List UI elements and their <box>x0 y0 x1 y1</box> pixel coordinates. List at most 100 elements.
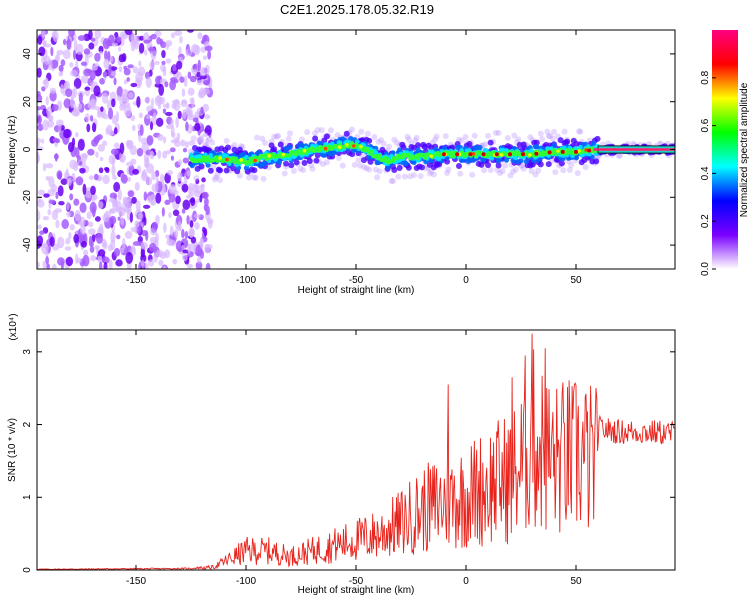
spectrogram-cell <box>378 136 385 143</box>
spectrogram-noise-speck <box>63 82 69 90</box>
spectrogram-noise-speck <box>50 59 59 69</box>
spectrogram-noise-speck <box>69 159 78 170</box>
spectrogram-noise-speck <box>55 191 59 200</box>
spectrogram-cell <box>335 154 342 161</box>
spectrogram-noise-speck <box>87 148 95 156</box>
spectrogram-hotspot <box>574 149 578 154</box>
spectrogram-cell <box>261 139 268 146</box>
spectrogram-noise-speck <box>77 35 86 41</box>
spectrogram-hotspot <box>218 156 222 160</box>
snr-xtick-label: 50 <box>570 576 582 587</box>
snr-xtick-label: 0 <box>463 576 469 587</box>
colorbar-tick-label: 0.8 <box>700 70 711 84</box>
spectrogram-noise-speck <box>88 42 95 50</box>
spectrogram-noise-speck <box>125 251 134 264</box>
spectrogram-noise-speck <box>172 63 177 72</box>
spectrogram-cell <box>441 145 448 151</box>
spectrogram-noise-speck <box>151 183 159 193</box>
spectrogram-cell <box>214 171 221 178</box>
spectrogram-noise-speck <box>197 32 203 40</box>
spectrogram-noise-speck <box>189 220 194 228</box>
spectrogram-noise-speck <box>196 79 203 86</box>
spectrogram-noise-speck <box>37 114 42 125</box>
spectrogram-noise-speck <box>127 140 134 149</box>
spectrogram-noise-speck <box>94 216 101 222</box>
spectrogram-cell <box>411 172 418 179</box>
spectrogram-noise-speck <box>43 55 51 66</box>
snr-ylabel: SNR (10 * v/v) <box>7 418 18 482</box>
spectrogram-cell <box>481 157 487 163</box>
spectrogram-noise-speck <box>166 238 173 246</box>
spectrogram-cell <box>323 133 330 140</box>
spectrogram-cell <box>297 165 304 172</box>
spectrogram-noise-speck <box>75 146 80 159</box>
spectrogram-cell <box>276 159 283 165</box>
figure-title: C2E1.2025.178.05.32.R19 <box>280 2 434 17</box>
spectrogram-noise-speck <box>184 141 189 149</box>
spectrogram-noise-speck <box>127 190 134 198</box>
spectrogram-noise-speck <box>75 176 84 186</box>
spectrogram-xtick-label: -100 <box>236 275 256 286</box>
spectrogram-cell <box>617 152 623 159</box>
spectrogram-noise-speck <box>118 46 122 52</box>
spectrogram-noise-speck <box>99 77 106 85</box>
spectrogram-noise-speck <box>130 226 138 233</box>
spectrogram-noise-speck <box>62 38 67 46</box>
spectrogram-noise-speck <box>138 42 145 54</box>
spectrogram-cell <box>251 167 258 174</box>
spectrogram-cell <box>510 168 517 175</box>
spectrogram-hotspot <box>494 152 499 157</box>
spectrogram-cell <box>507 172 514 179</box>
spectrogram-cell <box>492 129 499 136</box>
spectrogram-cell <box>577 128 584 135</box>
spectrogram-cell <box>273 133 280 140</box>
spectrogram-noise-speck <box>108 259 113 269</box>
spectrogram-cell <box>528 168 535 175</box>
spectrogram-xtick-label: 0 <box>463 275 469 286</box>
spectrogram-cell <box>415 142 422 149</box>
spectrogram-cell <box>552 169 559 176</box>
spectrogram-hotspot <box>481 152 486 157</box>
spectrogram-noise-speck <box>187 71 192 79</box>
spectrogram-cell <box>502 162 509 169</box>
spectrogram-hotspot <box>352 144 356 148</box>
spectrogram-noise-speck <box>136 96 141 108</box>
spectrogram-noise-speck <box>110 71 117 77</box>
spectrogram-cell <box>375 138 382 145</box>
spectrogram-noise-speck <box>200 66 207 77</box>
spectrogram-noise-speck <box>88 228 96 235</box>
spectrogram-hotspot <box>528 153 532 157</box>
spectrogram-hotspot <box>267 154 272 158</box>
spectrogram-cell <box>199 158 204 163</box>
spectrogram-noise-speck <box>159 173 165 184</box>
spectrogram-noise-speck <box>65 256 74 267</box>
spectrogram-cell <box>576 128 583 135</box>
spectrogram-noise-speck <box>181 228 185 239</box>
spectrogram-noise-speck <box>194 222 200 230</box>
spectrogram-noise-speck <box>111 98 116 108</box>
spectrogram-cell <box>566 166 573 173</box>
spectrogram-noise-speck <box>55 219 60 229</box>
spectrogram-noise-speck <box>63 128 71 139</box>
spectrogram-noise-speck <box>138 35 145 41</box>
spectrogram-cell <box>287 130 293 137</box>
spectrogram-noise-speck <box>181 208 186 214</box>
spectrogram-noise-speck <box>119 151 124 163</box>
spectrogram-noise-speck <box>154 83 162 88</box>
snr-ytick-label: 1 <box>22 494 33 500</box>
spectrogram-noise-speck <box>185 48 192 57</box>
snr-multiplier: (x10⁴) <box>8 313 19 340</box>
spectrogram-hotspot <box>455 152 460 157</box>
spectrogram-hotspot <box>499 153 504 157</box>
spectrogram-noise-speck <box>58 64 64 72</box>
spectrogram-cell <box>259 135 266 142</box>
spectrogram-noise-speck <box>144 97 151 104</box>
spectrogram-noise-speck <box>37 224 42 230</box>
spectrogram-cell <box>404 133 411 140</box>
spectrogram-noise-speck <box>115 111 120 123</box>
spectrogram-noise-speck <box>182 108 187 120</box>
spectrogram-cell <box>207 167 214 174</box>
spectrogram-noise-speck <box>66 211 71 218</box>
spectrogram-xtick-label: -50 <box>349 275 364 286</box>
spectrogram-cell <box>532 171 539 178</box>
